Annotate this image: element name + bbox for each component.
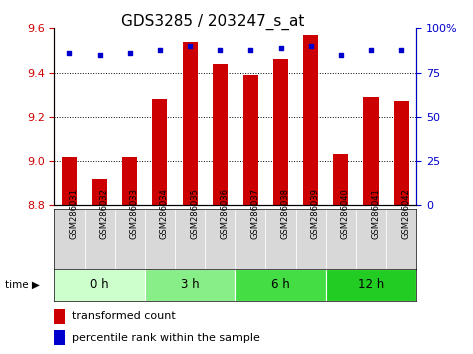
Bar — [356, 209, 386, 269]
Bar — [394, 101, 409, 205]
Text: 0 h: 0 h — [90, 279, 109, 291]
Bar — [54, 330, 64, 345]
Bar — [62, 156, 77, 205]
Bar — [92, 179, 107, 205]
Bar — [235, 269, 326, 301]
Text: transformed count: transformed count — [72, 311, 176, 321]
Text: GSM286042: GSM286042 — [401, 188, 410, 239]
Point — [246, 47, 254, 52]
Bar — [145, 269, 235, 301]
Text: GSM286034: GSM286034 — [160, 188, 169, 239]
Point — [66, 50, 73, 56]
Bar — [145, 209, 175, 269]
Bar — [152, 99, 167, 205]
Point — [156, 47, 164, 52]
Bar — [54, 309, 64, 324]
Point — [186, 43, 194, 49]
Bar — [296, 209, 326, 269]
Text: percentile rank within the sample: percentile rank within the sample — [72, 332, 260, 343]
Text: time ▶: time ▶ — [5, 280, 40, 290]
Point — [337, 52, 345, 58]
Text: GSM286040: GSM286040 — [341, 188, 350, 239]
Text: GSM286033: GSM286033 — [130, 188, 139, 239]
Text: 12 h: 12 h — [358, 279, 384, 291]
Bar — [326, 209, 356, 269]
Text: GDS3285 / 203247_s_at: GDS3285 / 203247_s_at — [121, 14, 305, 30]
Point — [126, 50, 133, 56]
Bar — [235, 209, 265, 269]
Text: GSM286038: GSM286038 — [280, 188, 289, 239]
Text: GSM286035: GSM286035 — [190, 188, 199, 239]
Point — [277, 45, 284, 51]
Text: GSM286036: GSM286036 — [220, 188, 229, 239]
Bar — [303, 35, 318, 205]
Bar — [183, 41, 198, 205]
Text: GSM286031: GSM286031 — [70, 188, 79, 239]
Bar — [114, 209, 145, 269]
Bar — [333, 154, 349, 205]
Bar — [273, 59, 288, 205]
Point — [397, 47, 405, 52]
Bar — [265, 209, 296, 269]
Point — [217, 47, 224, 52]
Bar — [175, 209, 205, 269]
Bar — [122, 156, 137, 205]
Text: GSM286039: GSM286039 — [311, 188, 320, 239]
Bar — [205, 209, 235, 269]
Text: GSM286037: GSM286037 — [250, 188, 259, 239]
Bar — [213, 64, 228, 205]
Bar — [54, 269, 145, 301]
Point — [96, 52, 104, 58]
Text: GSM286032: GSM286032 — [100, 188, 109, 239]
Text: GSM286041: GSM286041 — [371, 188, 380, 239]
Bar — [85, 209, 114, 269]
Bar — [54, 209, 85, 269]
Bar — [243, 75, 258, 205]
Text: 6 h: 6 h — [271, 279, 290, 291]
Text: 3 h: 3 h — [181, 279, 200, 291]
Bar — [363, 97, 378, 205]
Point — [367, 47, 375, 52]
Point — [307, 43, 315, 49]
Bar — [386, 209, 416, 269]
Bar — [326, 269, 416, 301]
